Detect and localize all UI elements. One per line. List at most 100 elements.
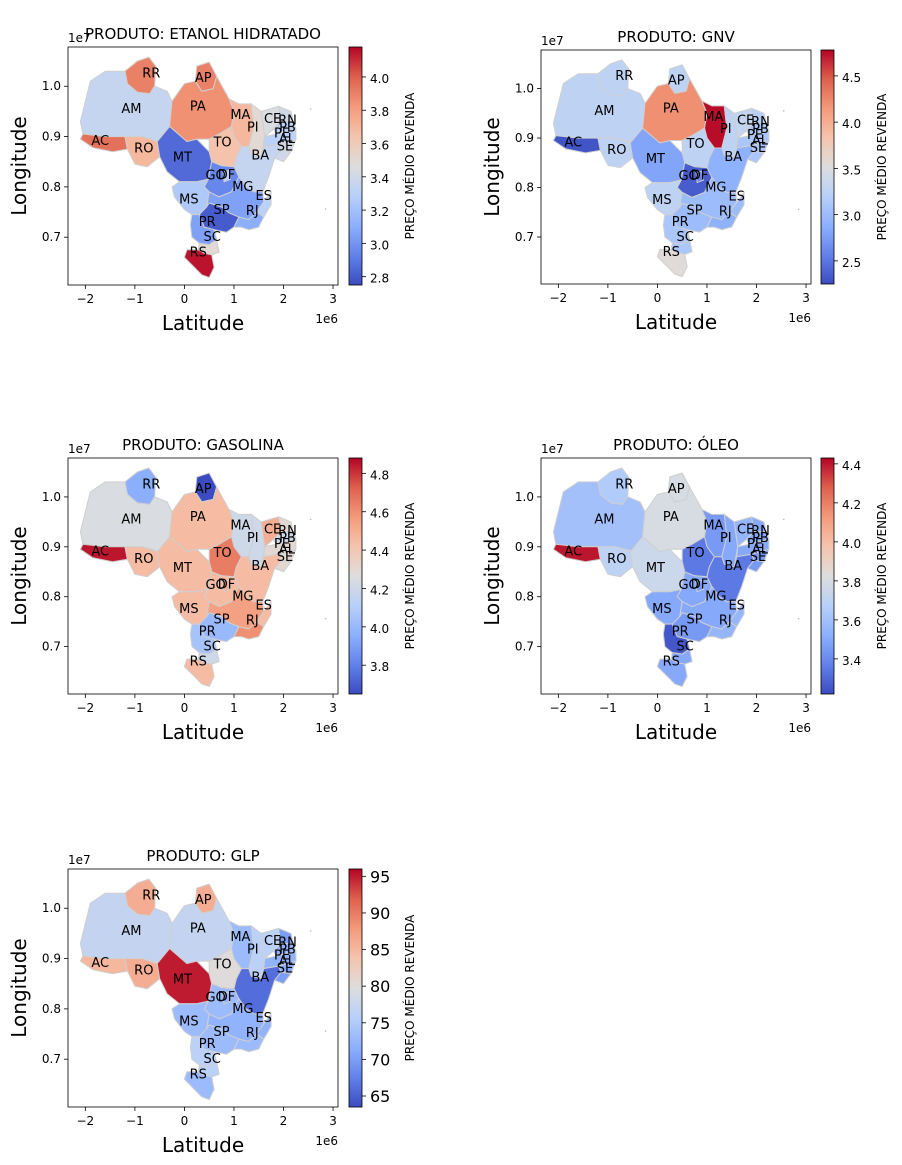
y-tick-label: 0.7 — [515, 230, 534, 244]
state-label-rn: RN — [751, 115, 770, 130]
x-tick-label: −1 — [126, 701, 144, 715]
x-tick-label: 2 — [280, 292, 288, 306]
x-tick-label: 1 — [230, 292, 238, 306]
state-ro — [124, 136, 161, 168]
state-label-pe: PE — [747, 128, 763, 143]
state-label-pb: PB — [752, 122, 769, 137]
x-tick-label: 3 — [329, 1114, 337, 1128]
state-ac — [79, 133, 128, 153]
y-tick-label: 1.0 — [515, 82, 534, 96]
state-label-ap: AP — [195, 71, 212, 86]
colorbar-tick-label: 95 — [370, 867, 390, 886]
state-label-mg: MG — [232, 1002, 253, 1017]
x-tick-label: −1 — [599, 291, 617, 305]
state-label-am: AM — [121, 924, 141, 939]
state-label-go: GO — [205, 168, 225, 183]
state-label-pr: PR — [199, 1037, 216, 1052]
state-label-rn: RN — [278, 935, 297, 950]
state-df — [695, 579, 705, 593]
state-label-df: DF — [691, 169, 709, 184]
state-label-ma: MA — [230, 930, 250, 945]
state-label-ms: MS — [179, 192, 198, 207]
y-tick-label: 0.7 — [42, 1052, 61, 1066]
x-tick-label: −2 — [76, 292, 94, 306]
island-marker — [782, 110, 785, 112]
colorbar — [820, 457, 835, 695]
state-label-ma: MA — [703, 518, 723, 533]
x-tick-label: 0 — [181, 701, 189, 715]
y-offset-label: 1e7 — [541, 442, 564, 456]
y-offset-label: 1e7 — [68, 442, 91, 456]
state-rj — [706, 211, 738, 231]
island-marker — [309, 930, 312, 932]
state-label-ms: MS — [179, 602, 198, 617]
y-tick-label: 0.7 — [42, 230, 61, 244]
state-label-sp: SP — [214, 203, 230, 218]
state-label-to: TO — [685, 137, 704, 152]
state-label-pr: PR — [672, 215, 689, 230]
state-label-rn: RN — [278, 113, 297, 128]
state-label-pi: PI — [247, 121, 259, 136]
state-label-rs: RS — [190, 245, 207, 260]
x-offset-label: 1e6 — [315, 312, 338, 326]
state-label-to: TO — [212, 136, 231, 151]
x-axis-label: Latitude — [635, 310, 717, 334]
state-ro — [124, 958, 161, 990]
colorbar-tick-label: 80 — [370, 977, 390, 996]
state-label-mt: MT — [646, 561, 665, 576]
colorbar — [348, 868, 363, 1108]
state-label-ce: CE — [264, 522, 281, 537]
state-label-rr: RR — [142, 67, 160, 82]
state-label-ap: AP — [668, 482, 685, 497]
y-axis-label: Longitude — [480, 526, 504, 625]
colorbar-label: PREÇO MÉDIO REVENDA — [402, 914, 417, 1061]
state-label-ac: AC — [564, 136, 582, 151]
state-label-se: SE — [750, 141, 766, 156]
state-label-to: TO — [685, 546, 704, 561]
state-label-go: GO — [205, 578, 225, 593]
y-tick-label: 0.9 — [515, 131, 534, 145]
island-marker — [309, 108, 312, 110]
x-tick-label: 0 — [181, 292, 189, 306]
x-tick-label: −1 — [126, 1114, 144, 1128]
state-rj — [233, 211, 265, 231]
state-label-se: SE — [277, 550, 293, 565]
colorbar-tick-label: 2.8 — [370, 272, 389, 286]
state-label-sp: SP — [687, 613, 703, 628]
state-label-al: AL — [279, 132, 296, 147]
state-label-es: ES — [255, 1011, 271, 1026]
state-label-mt: MT — [173, 561, 192, 576]
colorbar-label: PREÇO MÉDIO REVENDA — [402, 502, 417, 649]
state-label-ms: MS — [652, 602, 671, 617]
state-label-ms: MS — [179, 1014, 198, 1029]
y-tick-label: 0.8 — [42, 1002, 61, 1016]
state-label-pa: PA — [190, 510, 206, 525]
state-label-pa: PA — [190, 99, 206, 114]
state-label-rj: RJ — [246, 1026, 259, 1041]
state-ro — [597, 546, 634, 578]
x-axis-label: Latitude — [162, 720, 244, 744]
state-rs — [656, 248, 688, 278]
x-offset-label: 1e6 — [315, 1134, 338, 1148]
x-axis-label: Latitude — [162, 1133, 244, 1157]
colorbar-tick-label: 2.5 — [842, 256, 861, 270]
y-tick-label: 0.9 — [42, 540, 61, 554]
y-offset-label: 1e7 — [68, 853, 91, 867]
state-label-se: SE — [277, 140, 293, 155]
state-label-ba: BA — [724, 150, 742, 165]
state-label-mt: MT — [173, 151, 192, 166]
island-marker — [324, 617, 327, 620]
state-label-ac: AC — [91, 544, 109, 559]
state-ac — [552, 543, 601, 563]
colorbar-tick-label: 4.5 — [842, 71, 861, 85]
x-tick-label: 3 — [802, 291, 810, 305]
state-label-sc: SC — [676, 640, 693, 655]
x-tick-label: 2 — [280, 1114, 288, 1128]
state-label-ac: AC — [91, 134, 109, 149]
x-tick-label: 2 — [753, 701, 761, 715]
state-label-sp: SP — [214, 1025, 230, 1040]
state-pb — [745, 531, 770, 545]
colorbar-tick-label: 3.5 — [842, 163, 861, 177]
